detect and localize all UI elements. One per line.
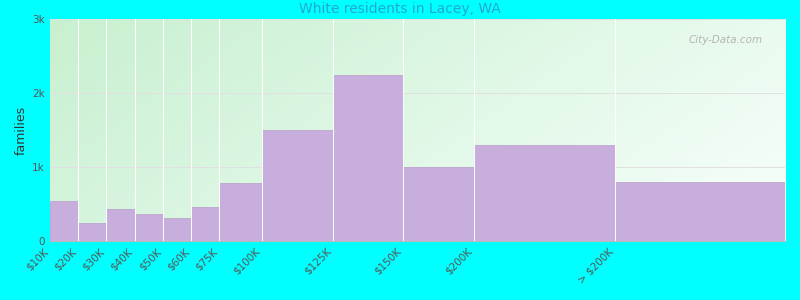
Bar [615,182,785,241]
Bar [78,223,106,241]
Bar [50,200,78,241]
Bar [191,207,219,241]
Bar [163,218,191,241]
Bar [219,184,262,241]
Text: White residents in Lacey, WA: White residents in Lacey, WA [299,2,501,16]
Bar [403,167,474,241]
Y-axis label: families: families [15,106,28,155]
Bar [333,75,403,241]
Bar [474,145,615,241]
Bar [106,209,134,241]
Text: City-Data.com: City-Data.com [689,34,763,45]
Bar [134,214,163,241]
Bar [262,130,333,241]
